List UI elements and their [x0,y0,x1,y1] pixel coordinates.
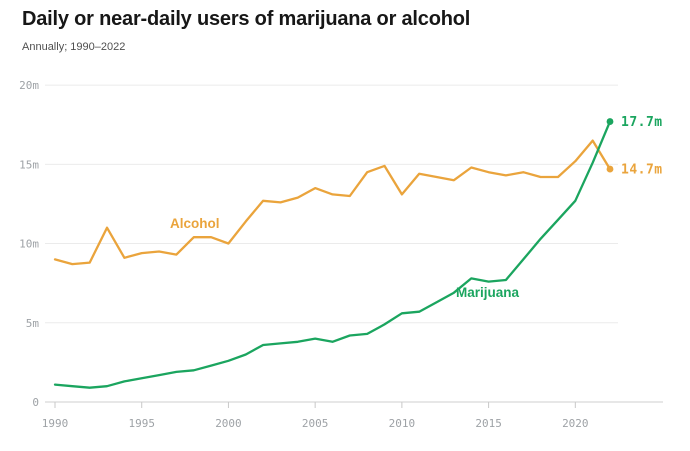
series-line-alcohol [53,139,612,266]
series-label-alcohol: Alcohol [170,216,220,231]
y-axis-label: 10m [19,238,39,251]
chart-title: Daily or near-daily users of marijuana o… [22,8,471,30]
series-end-dot-alcohol [606,165,614,173]
x-axis-label: 1995 [128,417,155,430]
x-axis-label: 2000 [215,417,242,430]
chart-subtitle: Annually; 1990–2022 [22,41,126,53]
x-axis-label: 2020 [562,417,589,430]
y-axis-label: 15m [19,158,39,171]
x-axis-label: 2010 [389,417,416,430]
y-axis-label: 20m [19,79,39,92]
series-end-dot-marijuana [606,118,614,125]
x-axis-label: 2005 [302,417,329,430]
series-line-marijuana [53,120,612,389]
y-axis-label: 5m [26,317,40,330]
series-label-marijuana: Marijuana [456,285,520,300]
series-end-value-alcohol: 14.7m [621,163,663,178]
series-end-value-marijuana: 17.7m [621,115,663,130]
y-axis-label: 0 [32,396,39,409]
x-axis-label: 2015 [475,417,502,430]
x-axis-label: 1990 [42,417,69,430]
